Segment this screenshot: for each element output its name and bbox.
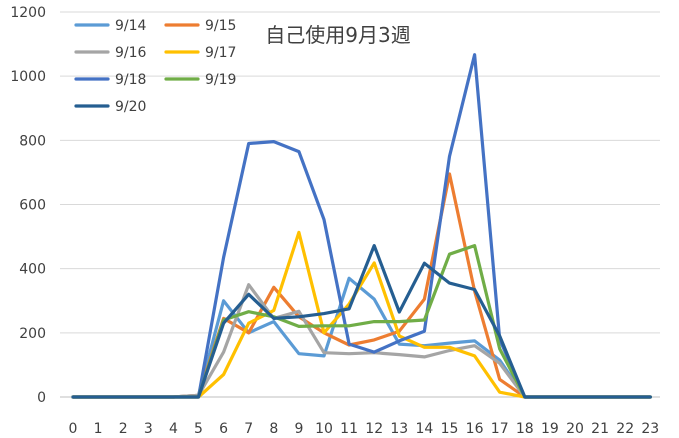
y-tick-label: 400 [19,262,46,278]
x-tick-label: 6 [219,421,228,437]
y-tick-label: 800 [19,133,46,149]
x-tick-label: 12 [365,421,383,437]
legend-label: 9/15 [205,18,236,34]
x-tick-label: 17 [491,421,509,437]
x-tick-label: 23 [641,421,659,437]
series-lines [71,53,652,399]
x-tick-label: 18 [516,421,534,437]
x-tick-label: 1 [94,421,103,437]
legend-label: 9/17 [205,45,236,61]
series-line-9-14 [71,276,652,399]
series-line-9-17 [71,230,652,399]
y-tick-label: 200 [19,326,46,342]
x-tick-label: 10 [315,421,333,437]
x-tick-label: 20 [566,421,584,437]
legend-label: 9/19 [205,72,236,88]
x-tick-label: 5 [194,421,203,437]
series-line-9-20 [71,244,652,399]
x-tick-label: 19 [541,421,559,437]
y-tick-label: 600 [19,198,46,214]
x-tick-label: 21 [591,421,609,437]
legend-label: 9/20 [115,99,146,115]
x-tick-label: 22 [616,421,634,437]
y-axis-tick-labels: 0 200 400 600 800 1000 1200 [10,5,46,406]
x-tick-label: 0 [69,421,78,437]
y-tick-label: 1200 [10,5,46,21]
x-tick-label: 7 [244,421,253,437]
legend-label: 9/18 [115,72,146,88]
series-line-9-18 [71,53,652,399]
y-tick-label: 0 [37,390,46,406]
x-tick-label: 15 [441,421,459,437]
x-tick-label: 3 [144,421,153,437]
x-tick-label: 2 [119,421,128,437]
legend-label: 9/14 [115,18,147,34]
x-tick-label: 11 [340,421,358,437]
x-tick-label: 16 [466,421,484,437]
x-tick-label: 14 [415,421,433,437]
gridlines [60,11,660,398]
x-tick-label: 13 [390,421,408,437]
x-axis-tick-labels: 0 1 2 3 4 5 6 7 8 9 10 11 12 13 14 15 16 17 18 19 20 21 22 23 [69,421,660,437]
legend: 9/14 9/15 9/16 9/17 9/18 9/19 9/20 [74,18,236,115]
legend-label: 9/16 [115,45,147,61]
chart-title: 自己使用9月3週 [265,23,410,47]
y-tick-label: 1000 [10,69,46,85]
x-tick-label: 9 [294,421,303,437]
x-tick-label: 8 [269,421,278,437]
x-tick-label: 4 [169,421,178,437]
